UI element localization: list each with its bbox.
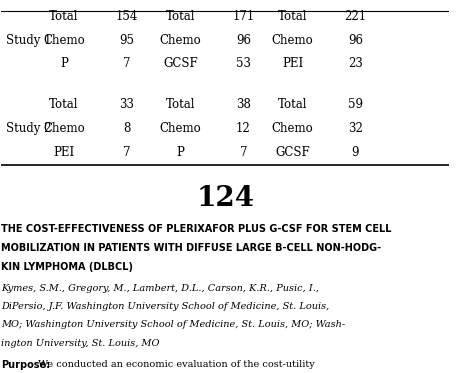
Text: 8: 8 [123, 122, 130, 135]
Text: P: P [60, 57, 68, 70]
Text: 154: 154 [116, 10, 138, 23]
Text: Purpose:: Purpose: [1, 360, 51, 370]
Text: THE COST-EFFECTIVENESS OF PLERIXAFOR PLUS G-CSF FOR STEM CELL: THE COST-EFFECTIVENESS OF PLERIXAFOR PLU… [1, 224, 392, 234]
Text: 95: 95 [119, 34, 134, 47]
Text: Total: Total [166, 10, 195, 23]
Text: Chemo: Chemo [160, 122, 201, 135]
Text: 32: 32 [348, 122, 363, 135]
Text: MOBILIZATION IN PATIENTS WITH DIFFUSE LARGE B-CELL NON-HODG-: MOBILIZATION IN PATIENTS WITH DIFFUSE LA… [1, 243, 382, 253]
Text: Chemo: Chemo [43, 122, 85, 135]
Text: Total: Total [49, 10, 79, 23]
Text: 38: 38 [236, 98, 251, 111]
Text: Study 2: Study 2 [6, 122, 51, 135]
Text: 124: 124 [196, 185, 255, 212]
Text: P: P [177, 145, 184, 159]
Text: Chemo: Chemo [272, 34, 313, 47]
Text: 9: 9 [352, 145, 359, 159]
Text: PEI: PEI [282, 57, 303, 70]
Text: 59: 59 [348, 98, 363, 111]
Text: Total: Total [278, 10, 307, 23]
Text: 96: 96 [236, 34, 251, 47]
Text: ington University, St. Louis, MO: ington University, St. Louis, MO [1, 339, 160, 348]
Text: We conducted an economic evaluation of the cost-utility: We conducted an economic evaluation of t… [36, 360, 315, 369]
Text: GCSF: GCSF [163, 57, 198, 70]
Text: 96: 96 [348, 34, 363, 47]
Text: Chemo: Chemo [272, 122, 313, 135]
Text: 171: 171 [232, 10, 255, 23]
Text: GCSF: GCSF [275, 145, 310, 159]
Text: MO; Washington University School of Medicine, St. Louis, MO; Wash-: MO; Washington University School of Medi… [1, 320, 346, 329]
Text: PEI: PEI [54, 145, 75, 159]
Text: Total: Total [278, 98, 307, 111]
Text: 12: 12 [236, 122, 251, 135]
Text: Chemo: Chemo [43, 34, 85, 47]
Text: Chemo: Chemo [160, 34, 201, 47]
Text: KIN LYMPHOMA (DLBCL): KIN LYMPHOMA (DLBCL) [1, 262, 133, 272]
Text: 221: 221 [344, 10, 366, 23]
Text: 7: 7 [123, 57, 131, 70]
Text: Kymes, S.M., Gregory, M., Lambert, D.L., Carson, K.R., Pusic, I.,: Kymes, S.M., Gregory, M., Lambert, D.L.,… [1, 284, 319, 293]
Text: 53: 53 [236, 57, 251, 70]
Text: 7: 7 [123, 145, 131, 159]
Text: Total: Total [166, 98, 195, 111]
Text: DiPersio, J.F. Washington University School of Medicine, St. Louis,: DiPersio, J.F. Washington University Sch… [1, 302, 329, 311]
Text: 33: 33 [119, 98, 134, 111]
Text: Study 1: Study 1 [6, 34, 51, 47]
Text: 7: 7 [239, 145, 247, 159]
Text: Total: Total [49, 98, 79, 111]
Text: 23: 23 [348, 57, 363, 70]
